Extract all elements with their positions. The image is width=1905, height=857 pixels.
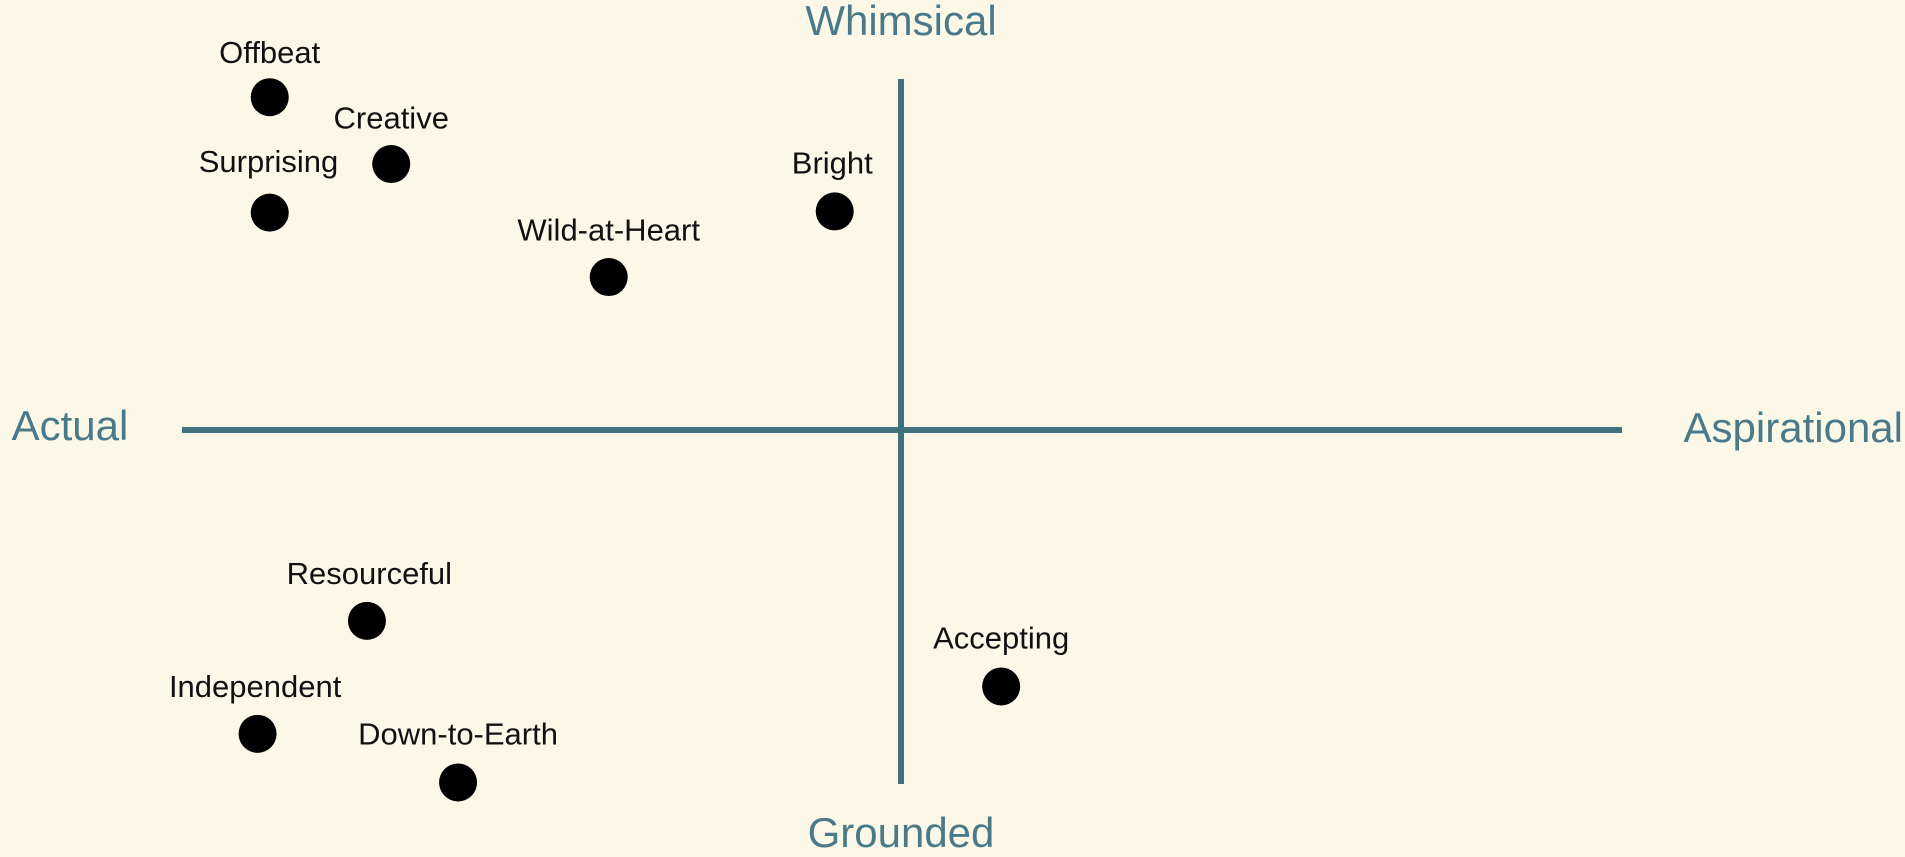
point-label: Creative [334, 100, 449, 135]
point-dot [238, 714, 277, 753]
point-label: Offbeat [219, 35, 321, 70]
point-dot [589, 258, 628, 297]
axis-bottom-label: Grounded [808, 809, 995, 856]
axis-left-label: Actual [12, 402, 129, 449]
point-label: Resourceful [287, 556, 452, 591]
point-label: Accepting [933, 620, 1069, 655]
point-dot [250, 78, 289, 117]
axis-right-label: Aspirational [1684, 404, 1903, 451]
point-label: Wild-at-Heart [517, 212, 700, 247]
point-dot [982, 667, 1021, 706]
point-label: Down-to-Earth [358, 716, 558, 751]
point-dot [372, 145, 411, 184]
point-dot [815, 192, 854, 231]
axis-top-label: Whimsical [805, 0, 996, 44]
point-dot [250, 193, 289, 232]
point-label: Surprising [199, 144, 339, 179]
point-dot [347, 601, 386, 640]
point-label: Bright [792, 145, 873, 180]
point-label: Independent [169, 669, 342, 704]
point-dot [439, 763, 478, 802]
